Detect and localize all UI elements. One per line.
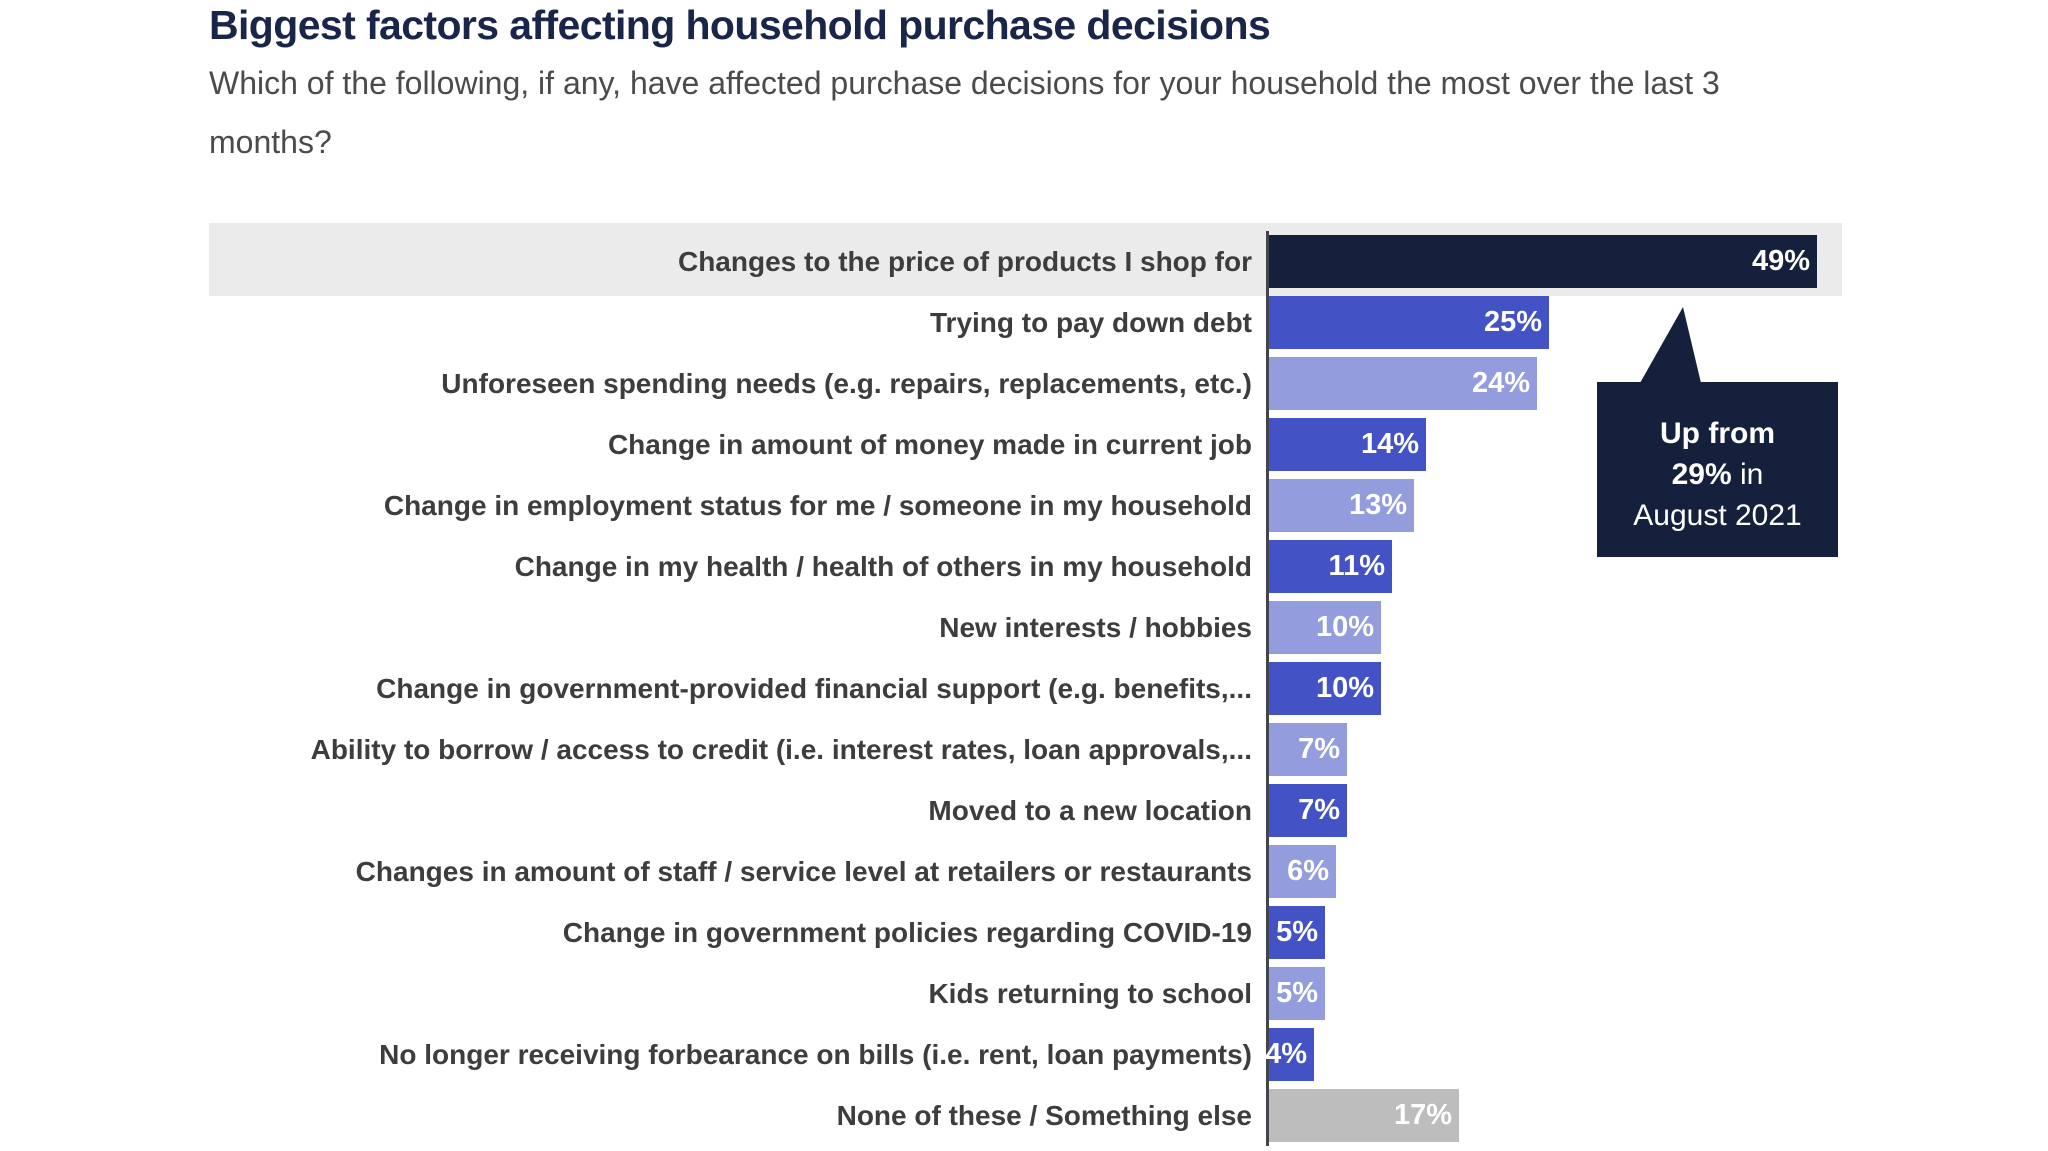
value-bar: 13%	[1269, 479, 1414, 532]
value-bar: 25%	[1269, 296, 1549, 349]
bar-area: 7%	[1266, 719, 1989, 780]
value-label: 7%	[1298, 794, 1340, 826]
category-label: Unforeseen spending needs (e.g. repairs,…	[441, 367, 1252, 399]
category-label: Kids returning to school	[928, 977, 1252, 1009]
chart-row: Change in my health / health of others i…	[209, 536, 1989, 597]
bar-area: 6%	[1266, 841, 1989, 902]
chart-row: No longer receiving forbearance on bills…	[209, 1024, 1989, 1085]
chart-row: Change in amount of money made in curren…	[209, 414, 1989, 475]
chart-subtitle: Which of the following, if any, have aff…	[209, 65, 1720, 160]
bar-chart: Changes to the price of products I shop …	[209, 223, 1989, 1146]
chart-row: Changes in amount of staff / service lev…	[209, 841, 1989, 902]
bar-area: 10%	[1266, 658, 1989, 719]
category-label: Changes to the price of products I shop …	[677, 245, 1252, 277]
value-label: 7%	[1298, 733, 1340, 765]
chart-row: None of these / Something else 17%	[209, 1085, 1989, 1146]
category-label: None of these / Something else	[836, 1099, 1252, 1131]
chart-row: Change in government-provided financial …	[209, 658, 1989, 719]
value-label: 11%	[1328, 550, 1385, 582]
chart-row: Change in government policies regarding …	[209, 902, 1989, 963]
bar-area: 4%	[1265, 1024, 1989, 1085]
callout-pointer	[1640, 307, 1701, 383]
value-bar: 10%	[1269, 662, 1381, 715]
category-label: Changes in amount of staff / service lev…	[355, 855, 1252, 887]
callout-line1: Up from	[1660, 417, 1775, 450]
callout-line2-bold: 29%	[1671, 458, 1732, 491]
value-label: 5%	[1276, 977, 1318, 1009]
bar-area: 7%	[1266, 780, 1989, 841]
chart-row: Changes to the price of products I shop …	[209, 231, 1989, 292]
value-bar: 11%	[1269, 540, 1392, 593]
value-label: 13%	[1348, 489, 1407, 521]
category-label: Trying to pay down debt	[930, 306, 1252, 338]
value-label: 5%	[1276, 916, 1318, 948]
category-label: Change in amount of money made in curren…	[607, 428, 1252, 460]
value-bar: 7%	[1269, 723, 1347, 776]
value-label: 49%	[1751, 245, 1810, 277]
value-bar: 17%	[1269, 1089, 1459, 1142]
bar-area: 17%	[1266, 1085, 1989, 1146]
bar-area: 10%	[1266, 597, 1989, 658]
value-label: 10%	[1315, 672, 1374, 704]
category-label: Moved to a new location	[928, 794, 1252, 826]
chart-rows: Changes to the price of products I shop …	[209, 231, 1989, 1146]
bar-area: 49%	[1266, 231, 1989, 292]
bar-area: 24%	[1266, 353, 1989, 414]
bar-area: 5%	[1266, 963, 1989, 1024]
value-label: 24%	[1471, 367, 1530, 399]
value-bar: 24%	[1269, 357, 1537, 410]
chart-row: Unforeseen spending needs (e.g. repairs,…	[209, 353, 1989, 414]
value-bar: 4%	[1265, 1028, 1314, 1081]
value-label: 10%	[1315, 611, 1374, 643]
bar-area: 11%	[1266, 536, 1989, 597]
chart-title: Biggest factors affecting household purc…	[209, 2, 1271, 48]
callout-line2-rest: in	[1731, 458, 1764, 491]
bar-area: 25%	[1266, 292, 1989, 353]
callout-line3: August 2021	[1633, 499, 1802, 532]
callout-annotation: Up from 29% in August 2021	[1597, 382, 1838, 557]
value-bar: 10%	[1269, 601, 1381, 654]
category-label: Change in employment status for me / som…	[383, 489, 1252, 521]
chart-row: Trying to pay down debt 25%	[209, 292, 1989, 353]
bar-area: 14%	[1266, 414, 1989, 475]
chart-row: Kids returning to school 5%	[209, 963, 1989, 1024]
bar-area: 13%	[1266, 475, 1989, 536]
category-label: Change in government-provided financial …	[376, 672, 1252, 704]
chart-row: Ability to borrow / access to credit (i.…	[209, 719, 1989, 780]
value-bar: 14%	[1269, 418, 1426, 471]
category-label: No longer receiving forbearance on bills…	[379, 1038, 1252, 1070]
category-label: Ability to borrow / access to credit (i.…	[310, 733, 1252, 765]
category-label: Change in government policies regarding …	[562, 916, 1252, 948]
chart-row: New interests / hobbies 10%	[209, 597, 1989, 658]
chart-row: Change in employment status for me / som…	[209, 475, 1989, 536]
category-label: New interests / hobbies	[939, 611, 1252, 643]
value-bar: 49%	[1269, 235, 1817, 288]
value-bar: 7%	[1269, 784, 1347, 837]
value-bar: 5%	[1269, 967, 1325, 1020]
value-bar: 6%	[1269, 845, 1336, 898]
value-label: 4%	[1265, 1038, 1307, 1070]
category-label: Change in my health / health of others i…	[514, 550, 1252, 582]
value-bar: 5%	[1269, 906, 1325, 959]
value-label: 17%	[1393, 1099, 1452, 1131]
value-label: 6%	[1287, 855, 1329, 887]
bar-area: 5%	[1266, 902, 1989, 963]
chart-row: Moved to a new location 7%	[209, 780, 1989, 841]
value-label: 25%	[1483, 306, 1542, 338]
value-label: 14%	[1360, 428, 1419, 460]
